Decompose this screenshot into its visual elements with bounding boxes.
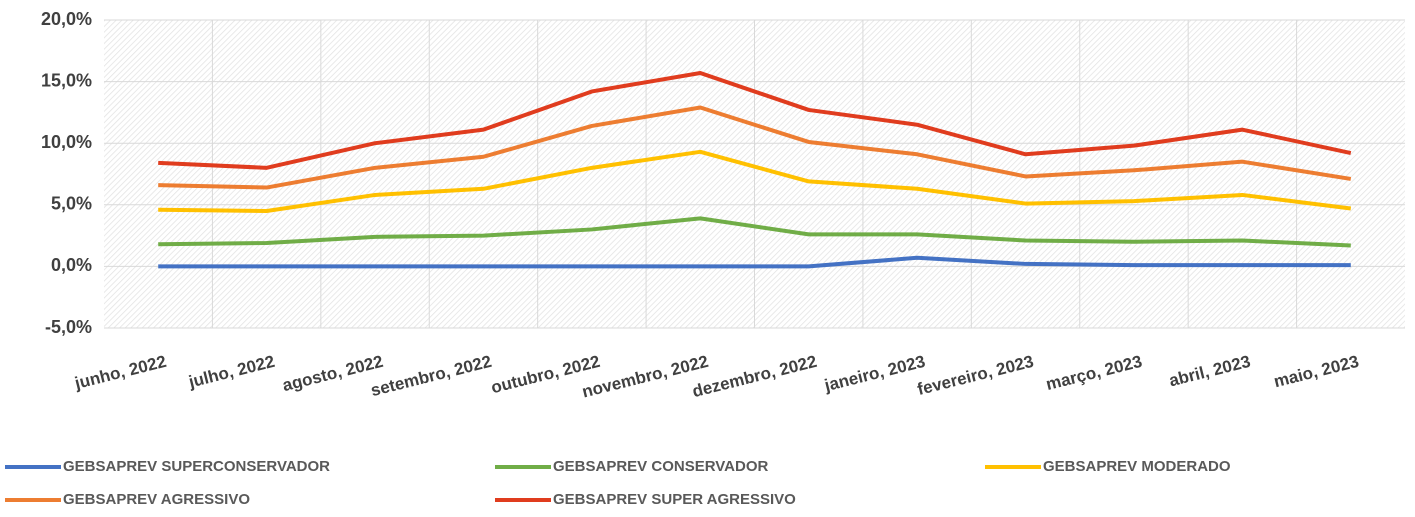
- series-line: [158, 149, 1352, 213]
- x-tick-label: setembro, 2022: [369, 352, 494, 400]
- y-tick-label: 5,0%: [51, 194, 92, 214]
- y-tick-label: -5,0%: [45, 317, 92, 337]
- y-tick-label: 0,0%: [51, 255, 92, 275]
- x-tick-label: junho, 2022: [72, 352, 168, 393]
- x-tick-label: dezembro, 2022: [690, 352, 818, 401]
- y-tick-label: 20,0%: [41, 9, 92, 29]
- series-line: [158, 105, 1352, 190]
- series-line: [158, 216, 1351, 248]
- y-tick-label: 15,0%: [41, 70, 92, 90]
- series-line: [158, 70, 1352, 170]
- y-tick-label: 10,0%: [41, 132, 92, 152]
- legend-label: GEBSAPREV SUPERCONSERVADOR: [63, 458, 330, 475]
- x-tick-label: novembro, 2022: [580, 352, 710, 402]
- x-tick-label: fevereiro, 2023: [915, 352, 1035, 399]
- x-tick-label: agosto, 2022: [281, 352, 386, 395]
- legend-label: GEBSAPREV MODERADO: [1043, 458, 1231, 475]
- x-tick-label: maio, 2023: [1272, 352, 1361, 391]
- x-tick-label: abril, 2023: [1167, 352, 1252, 391]
- legend-label: GEBSAPREV SUPER AGRESSIVO: [553, 491, 796, 508]
- x-tick-label: março, 2023: [1044, 352, 1144, 394]
- legend-label: GEBSAPREV CONSERVADOR: [553, 458, 768, 475]
- legend-label: GEBSAPREV AGRESSIVO: [63, 491, 250, 508]
- x-tick-label: janeiro, 2023: [822, 352, 928, 396]
- series-line: [158, 255, 1351, 269]
- x-tick-label: julho, 2022: [186, 352, 277, 392]
